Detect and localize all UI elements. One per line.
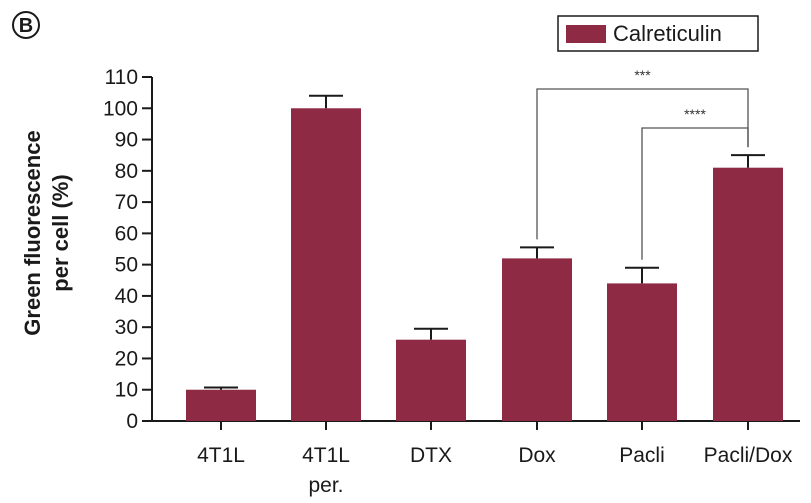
x-tick-label-5-0: Pacli/Dox <box>704 444 793 467</box>
legend-swatch <box>566 25 606 43</box>
y-tick-label-90: 90 <box>115 129 138 152</box>
y-tick-label-30: 30 <box>115 316 138 339</box>
x-tick-label-3-0: Dox <box>518 444 556 467</box>
x-axis-labels: 4T1L 4T1L per. DTX Dox Pacli Pacli/Dox <box>197 444 793 497</box>
y-tick-label-110: 110 <box>105 66 138 89</box>
error-bars <box>204 94 765 390</box>
y-tick-label-100: 100 <box>103 97 138 120</box>
significance-label-0: *** <box>634 67 651 83</box>
y-axis-title-line-2: per cell (%) <box>48 174 73 291</box>
legend-label: Calreticulin <box>613 21 722 46</box>
bars <box>186 108 783 421</box>
significance-brackets: ******* <box>536 67 749 260</box>
bar-0 <box>186 389 256 421</box>
panel-label: B <box>12 11 40 39</box>
x-tick-label-0-0: 4T1L <box>197 444 245 467</box>
y-tick-label-40: 40 <box>115 285 138 308</box>
x-tick-label-2-0: DTX <box>410 444 452 467</box>
significance-bracket-0 <box>536 88 749 240</box>
legend: Calreticulin <box>557 15 759 52</box>
significance-bracket-1 <box>641 127 749 260</box>
y-tick-label-10: 10 <box>115 379 138 402</box>
x-tick-label-4-0: Pacli <box>619 444 665 467</box>
y-tick-label-20: 20 <box>115 347 138 370</box>
axes: 0 10 20 30 40 50 60 70 80 90 100 110 <box>103 66 800 433</box>
y-tick-label-80: 80 <box>115 160 138 183</box>
bar-2 <box>396 339 466 421</box>
x-tick-label-1-0: 4T1L <box>302 444 350 467</box>
significance-label-1: **** <box>684 106 706 122</box>
y-axis-title-line-1: Green fluorescence <box>20 130 45 335</box>
bar-4 <box>607 283 677 421</box>
y-tick-label-60: 60 <box>115 222 138 245</box>
bar-5 <box>713 167 783 421</box>
panel-label-text: B <box>19 15 33 37</box>
panel-label-circle <box>12 11 40 39</box>
y-tick-label-70: 70 <box>115 191 138 214</box>
bar-3 <box>502 258 572 421</box>
x-tick-label-1-1: per. <box>308 474 343 497</box>
y-tick-label-50: 50 <box>115 254 138 277</box>
y-axis-title: Green fluorescence per cell (%) <box>20 130 73 335</box>
bar-1 <box>291 108 361 421</box>
y-tick-label-0: 0 <box>126 410 138 433</box>
